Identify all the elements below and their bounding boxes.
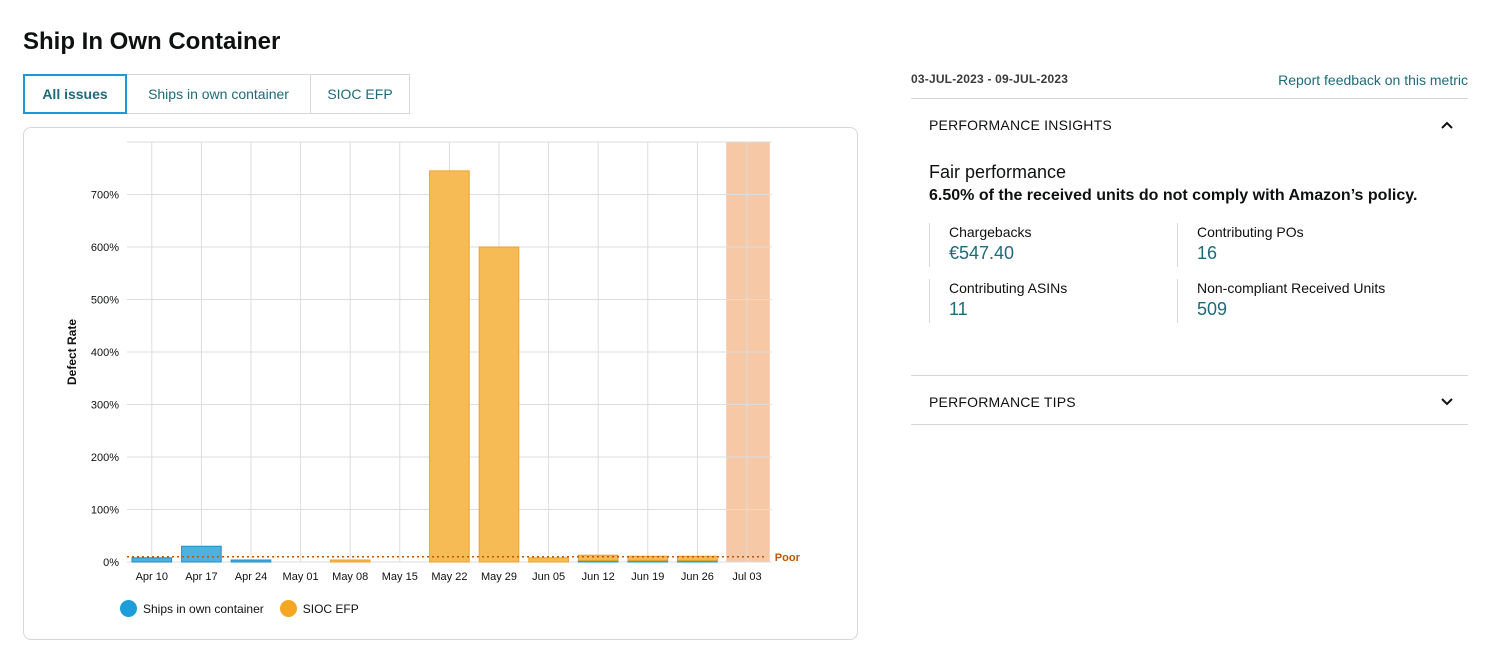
page-title: Ship In Own Container [23, 28, 281, 55]
metric-value: €547.40 [949, 243, 1015, 263]
metric-value: 509 [1197, 299, 1228, 319]
tab-all-issues[interactable]: All issues [23, 74, 127, 114]
x-tick-label: Apr 10 [136, 571, 168, 583]
metric-value: 16 [1197, 243, 1218, 263]
metric-chargebacks: Chargebacks €547.40 [929, 223, 1177, 267]
y-tick-label: 400% [91, 347, 119, 359]
x-tick-label: May 08 [332, 571, 368, 583]
performance-insights-title: PERFORMANCE INSIGHTS [929, 117, 1112, 133]
x-tick-label: Jul 03 [732, 571, 761, 583]
metric-value: 11 [949, 299, 968, 319]
divider [911, 98, 1468, 99]
bar-sioc-efp[interactable] [577, 554, 619, 561]
divider [911, 375, 1468, 376]
defect-rate-chart: 0% 100% 200% 300% 400% 500% 600% 700% Poor Apr 10… [65, 141, 801, 583]
report-feedback-link[interactable]: Report feedback on this metric [1278, 72, 1468, 88]
metric-label: Contributing ASINs [949, 280, 1068, 296]
x-tick-label: May 22 [431, 571, 467, 583]
y-tick-label: 100% [91, 505, 119, 517]
legend-item-sioc-efp[interactable]: SIOC EFP [279, 600, 359, 617]
bar-sioc-efp[interactable] [429, 170, 470, 563]
metric-label: Chargebacks [949, 224, 1032, 240]
poor-threshold-label: Poor [775, 552, 801, 564]
chart-legend: Ships in own container SIOC EFP [120, 600, 375, 617]
performance-tips-title: PERFORMANCE TIPS [929, 394, 1076, 410]
bar-ships-in-own-container[interactable] [131, 557, 173, 563]
legend-label: SIOC EFP [302, 601, 359, 616]
metric-contributing-pos: Contributing POs 16 [1177, 223, 1468, 267]
x-tick-label: Jun 12 [582, 571, 615, 583]
y-axis-label: Defect Rate [65, 319, 79, 385]
divider [911, 424, 1468, 425]
x-tick-label: Apr 17 [185, 571, 217, 583]
y-tick-label: 0% [103, 557, 119, 569]
metric-label: Contributing POs [1197, 224, 1304, 240]
bar-ships-in-own-container[interactable] [230, 559, 272, 563]
issue-tabs: All issues Ships in own container SIOC E… [23, 74, 410, 114]
chevron-up-icon[interactable] [1440, 118, 1454, 132]
bar-ships-in-own-container[interactable] [181, 545, 222, 563]
bar-sioc-efp[interactable] [528, 557, 569, 563]
y-tick-label: 500% [91, 295, 119, 307]
y-tick-label: 200% [91, 452, 119, 464]
y-tick-label: 300% [91, 400, 119, 412]
bar-sioc-efp[interactable] [329, 559, 371, 563]
x-tick-label: Jun 26 [681, 571, 714, 583]
metric-label: Non-compliant Received Units [1197, 280, 1386, 296]
legend-label: Ships in own container [143, 601, 264, 616]
y-tick-label: 700% [91, 190, 119, 202]
defect-rate-chart-card: 0% 100% 200% 300% 400% 500% 600% 700% Poor Apr 10… [23, 127, 858, 640]
tab-ships-in-own-container[interactable]: Ships in own container [127, 74, 311, 114]
x-tick-label: Jun 05 [532, 571, 565, 583]
chevron-down-icon[interactable] [1440, 395, 1454, 409]
x-tick-label: May 15 [382, 571, 418, 583]
x-tick-label: May 01 [283, 571, 319, 583]
bar-sioc-efp[interactable] [478, 246, 520, 563]
y-tick-label: 600% [91, 242, 119, 254]
performance-tips-header[interactable]: PERFORMANCE TIPS [911, 390, 1468, 414]
performance-insights-header[interactable]: PERFORMANCE INSIGHTS [911, 113, 1468, 137]
legend-swatch-ships-in-own-container [120, 600, 137, 617]
performance-summary: 6.50% of the received units do not compl… [929, 187, 1418, 204]
x-tick-label: Apr 24 [235, 571, 267, 583]
legend-swatch-sioc-efp [279, 600, 297, 617]
metric-non-compliant-received-units: Non-compliant Received Units 509 [1177, 279, 1468, 323]
legend-item-ships-in-own-container[interactable]: Ships in own container [120, 600, 264, 617]
performance-level: Fair performance [929, 162, 1067, 182]
date-range: 03-JUL-2023 - 09-JUL-2023 [911, 72, 1069, 86]
metric-contributing-asins: Contributing ASINs 11 [929, 279, 1177, 323]
x-tick-label: Jun 19 [631, 571, 664, 583]
tab-sioc-efp[interactable]: SIOC EFP [311, 74, 410, 114]
x-tick-label: May 29 [481, 571, 517, 583]
